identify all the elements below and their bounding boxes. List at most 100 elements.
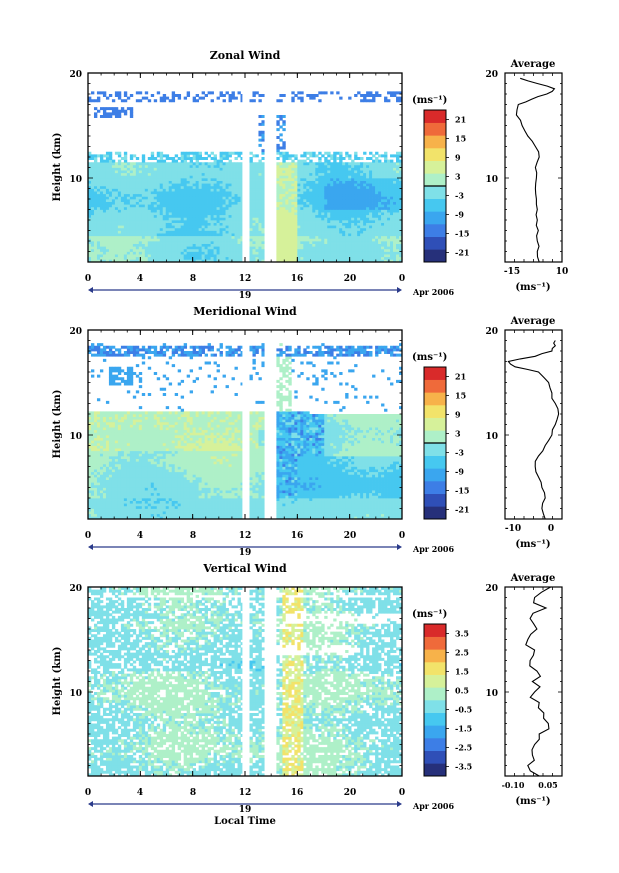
- heatmap-cell: [375, 225, 379, 229]
- heatmap-cell: [333, 259, 337, 262]
- heatmap-cell: [168, 170, 173, 174]
- heatmap-cell: [183, 159, 188, 163]
- heatmap-cell: [141, 209, 146, 213]
- heatmap-cell: [345, 214, 349, 218]
- heatmap-cell: [288, 170, 292, 174]
- heatmap-cell: [213, 230, 217, 234]
- heatmap-cell: [342, 222, 346, 226]
- heatmap-cell: [210, 246, 214, 250]
- heatmap-cell: [231, 170, 235, 174]
- heatmap-cell: [108, 222, 113, 226]
- heatmap-cell: [108, 206, 113, 210]
- heatmap-cell: [162, 201, 167, 205]
- heatmap-cell: [114, 230, 119, 234]
- heatmap-cell: [354, 162, 358, 166]
- heatmap-cell: [204, 233, 208, 237]
- heatmap-cell: [192, 212, 197, 216]
- heatmap-cell: [342, 188, 346, 192]
- heatmap-cell: [279, 233, 283, 237]
- heatmap-cell: [117, 495, 122, 499]
- heatmap-cell: [192, 230, 197, 234]
- heatmap-cell: [174, 246, 179, 250]
- heatmap-cell: [144, 259, 149, 262]
- heatmap-cell: [195, 241, 199, 244]
- heatmap-cell: [252, 248, 256, 252]
- heatmap-cell: [207, 188, 211, 192]
- heatmap-cell: [189, 259, 194, 262]
- heatmap-cell: [96, 495, 101, 499]
- heatmap-cell: [126, 170, 131, 174]
- heatmap-cell: [324, 209, 328, 213]
- heatmap-cell: [282, 206, 286, 210]
- heatmap-cell: [315, 259, 319, 262]
- heatmap-cell: [93, 230, 98, 234]
- heatmap-cell: [300, 172, 304, 176]
- heatmap-cell: [345, 188, 349, 192]
- heatmap-cell: [93, 238, 98, 242]
- heatmap-cell: [378, 233, 382, 237]
- heatmap-cell: [285, 157, 289, 160]
- heatmap-cell: [105, 490, 110, 494]
- heatmap-cell: [399, 212, 402, 216]
- heatmap-cell: [114, 505, 119, 509]
- heatmap-cell: [225, 227, 229, 231]
- heatmap-cell: [174, 238, 179, 242]
- heatmap-cell: [360, 193, 364, 197]
- heatmap-cell: [375, 248, 379, 252]
- heatmap-cell: [105, 204, 110, 208]
- heatmap-cell: [387, 193, 391, 197]
- heatmap-cell: [294, 157, 298, 160]
- heatmap-cell: [258, 180, 262, 184]
- heatmap-cell: [366, 233, 370, 237]
- heatmap-cell: [384, 243, 388, 247]
- heatmap-cell: [321, 154, 325, 158]
- heatmap-cell: [399, 204, 402, 208]
- heatmap-cell: [198, 254, 202, 258]
- heatmap-cell: [351, 159, 355, 163]
- heatmap-cell: [366, 183, 370, 187]
- heatmap-cell: [381, 180, 385, 184]
- heatmap-cell: [348, 227, 352, 231]
- heatmap-cell: [228, 183, 232, 187]
- heatmap-cell: [195, 151, 199, 155]
- heatmap-cell: [219, 209, 223, 213]
- heatmap-cell: [345, 183, 349, 187]
- heatmap-cell: [180, 248, 185, 252]
- heatmap-cell: [123, 178, 128, 181]
- heatmap-cell: [213, 243, 217, 247]
- heatmap-cell: [111, 178, 116, 181]
- heatmap-cell: [174, 180, 179, 184]
- heatmap-cell: [231, 151, 235, 155]
- heatmap-cell: [261, 193, 265, 197]
- heatmap-cell: [123, 206, 128, 210]
- heatmap-cell: [252, 162, 256, 166]
- heatmap-cell: [120, 511, 125, 515]
- heatmap-cell: [345, 256, 349, 260]
- heatmap-cell: [120, 456, 125, 459]
- heatmap-cell: [147, 188, 152, 192]
- heatmap-cell: [219, 199, 223, 202]
- heatmap-cell: [123, 159, 128, 163]
- heatmap-cell: [96, 154, 101, 158]
- heatmap-cell: [294, 175, 298, 179]
- colorbar-swatch: [424, 160, 446, 174]
- heatmap-cell: [129, 214, 134, 218]
- heatmap-cell: [141, 157, 146, 160]
- heatmap-cell: [363, 259, 367, 262]
- heatmap-cell: [183, 230, 188, 234]
- heatmap-cell: [117, 353, 122, 357]
- heatmap-cell: [114, 416, 119, 420]
- heatmap-cell: [201, 162, 205, 166]
- heatmap-cell: [126, 217, 131, 221]
- heatmap-cell: [372, 248, 376, 252]
- heatmap-cell: [174, 164, 179, 168]
- heatmap-cell: [177, 212, 182, 216]
- heatmap-cell: [162, 248, 167, 252]
- heatmap-cell: [336, 222, 340, 226]
- heatmap-cell: [249, 185, 253, 189]
- heatmap-cell: [90, 206, 95, 210]
- heatmap-cell: [180, 204, 185, 208]
- heatmap-cell: [375, 188, 379, 192]
- heatmap-cell: [93, 112, 98, 116]
- heatmap-cell: [369, 204, 373, 208]
